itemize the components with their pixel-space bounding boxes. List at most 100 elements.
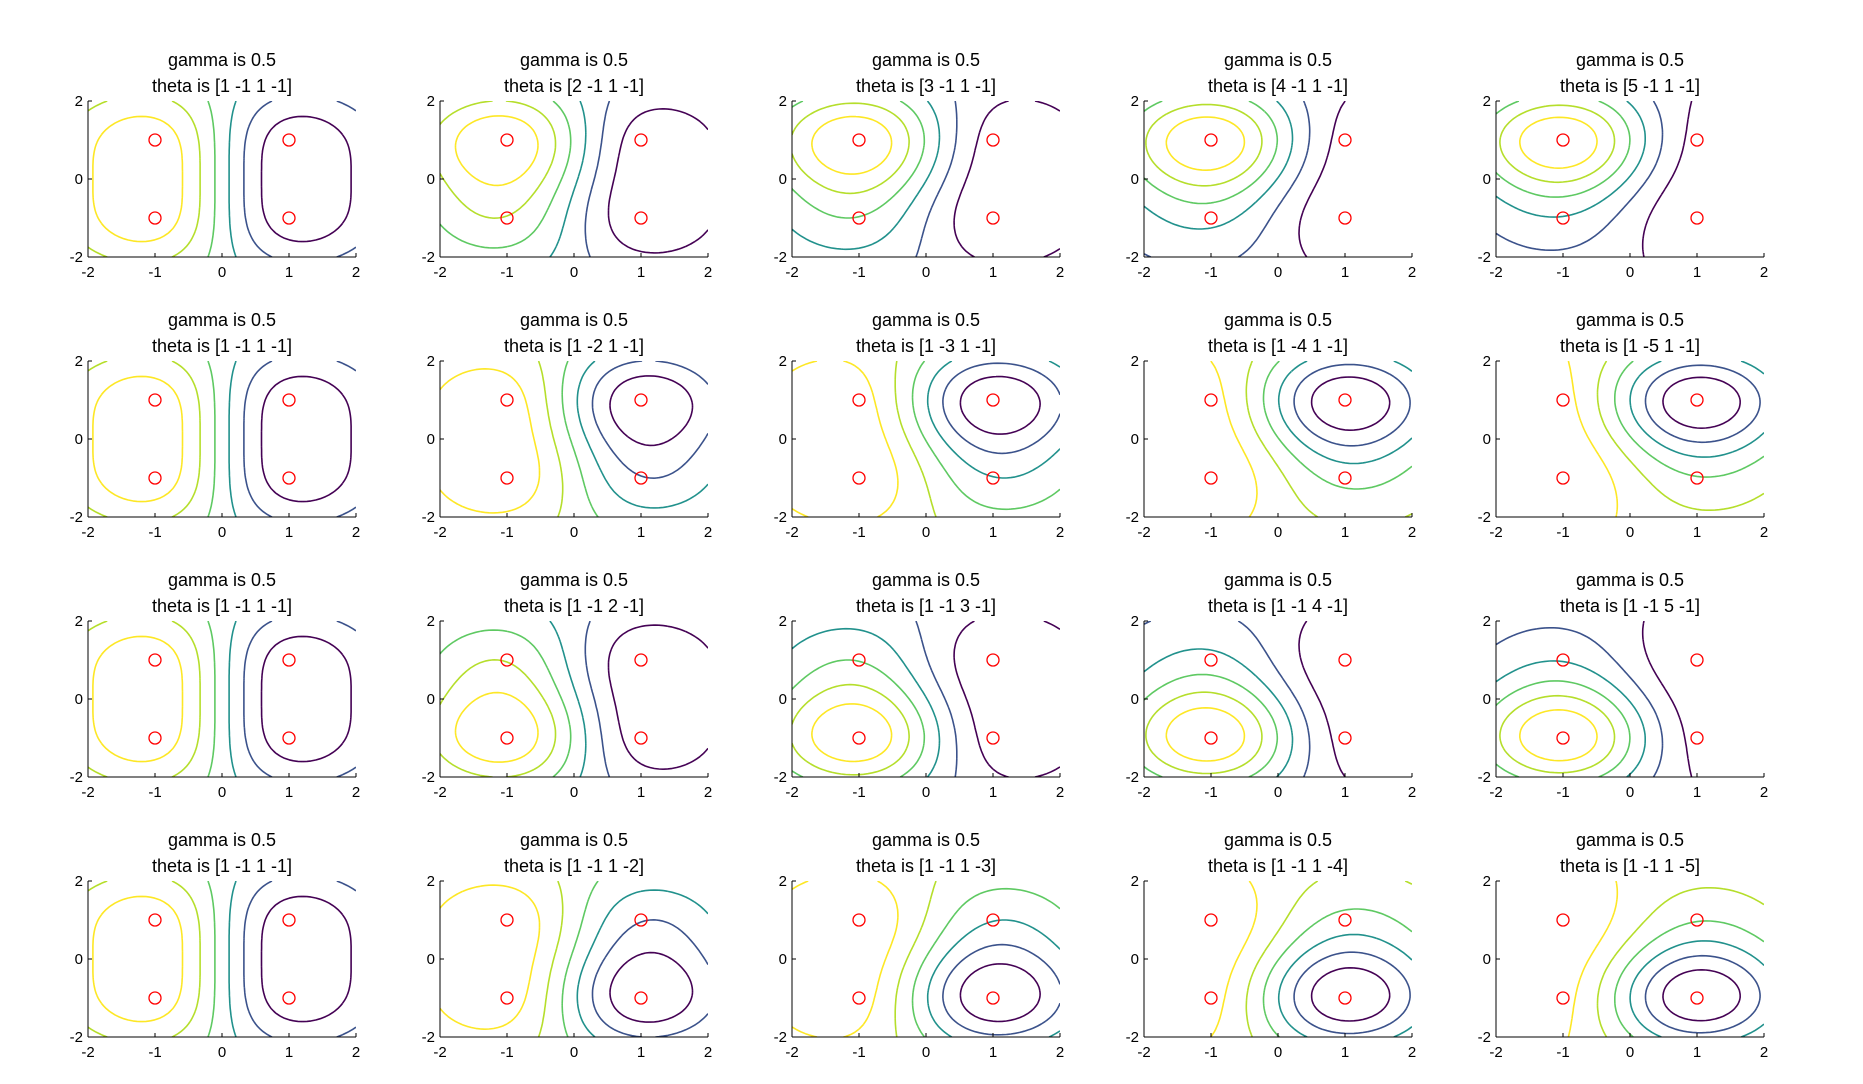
data-point	[986, 393, 1000, 407]
data-point	[852, 991, 866, 1005]
contour-level-4	[207, 881, 216, 1037]
subplot-4: gamma is 0.5 theta is [4 -1 1 -1] -2 -1 0 1 2 -…	[1126, 50, 1417, 281]
y-tick-label: -2	[774, 249, 787, 266]
data-point	[1690, 211, 1704, 225]
data-point	[1690, 393, 1704, 407]
data-point	[282, 471, 296, 485]
contour-level-3	[228, 621, 237, 777]
x-tick-label: 1	[989, 264, 997, 281]
contour-level-6	[1519, 709, 1598, 762]
y-tick-label: 0	[427, 171, 435, 188]
contour-lines	[1496, 101, 1693, 257]
y-tick-label: 0	[1483, 691, 1491, 708]
contour-level-5	[88, 101, 201, 257]
data-point	[148, 913, 162, 927]
subplot-16: gamma is 0.5 theta is [1 -1 1 -1] -2 -1 0 1 2 -…	[70, 830, 361, 1061]
data-point	[500, 393, 514, 407]
contour-level-2	[1293, 363, 1411, 447]
contour-level-4	[440, 629, 572, 777]
contour-level-6	[92, 115, 184, 243]
y-tick-label: -2	[774, 769, 787, 786]
contour-level-6	[1165, 116, 1246, 171]
subplot-title-line1: gamma is 0.5	[1224, 50, 1332, 70]
x-tick-label: 0	[922, 1044, 930, 1061]
x-tick-label: 2	[352, 264, 360, 281]
data-point	[986, 211, 1000, 225]
contour-level-4	[1262, 908, 1412, 1037]
data-point	[1338, 653, 1352, 667]
data-point	[282, 913, 296, 927]
y-tick-label: 0	[427, 691, 435, 708]
y-tick-label: 2	[779, 873, 787, 890]
contour-level-4	[911, 361, 1060, 511]
x-tick-label: 2	[1760, 264, 1768, 281]
y-tick-label: 0	[779, 431, 787, 448]
x-tick-label: 0	[922, 264, 930, 281]
contour-lines	[440, 361, 708, 517]
contour-level-2	[243, 361, 356, 517]
contour-level-2	[1144, 101, 1311, 257]
contour-level-1	[1641, 101, 1693, 257]
contour-lines	[88, 361, 356, 517]
contour-level-1	[1641, 621, 1693, 777]
contour-level-2	[243, 101, 356, 257]
data-point	[986, 653, 1000, 667]
subplot-title-line1: gamma is 0.5	[1576, 50, 1684, 70]
x-tick-label: 2	[704, 1044, 712, 1061]
x-tick-label: 1	[637, 264, 645, 281]
data-point	[148, 653, 162, 667]
x-tick-label: 0	[218, 264, 226, 281]
data-point	[148, 731, 162, 745]
contour-level-6	[1567, 361, 1619, 517]
x-tick-label: 2	[1056, 784, 1064, 801]
x-tick-label: -1	[500, 524, 513, 541]
y-tick-label: 2	[1131, 353, 1139, 370]
x-tick-label: 0	[570, 264, 578, 281]
contour-level-1	[607, 624, 708, 770]
subplot-5: gamma is 0.5 theta is [5 -1 1 -1] -2 -1 0 1 2 -…	[1478, 50, 1769, 281]
contour-level-1	[260, 895, 352, 1023]
x-tick-label: 2	[1408, 264, 1416, 281]
data-point	[1204, 211, 1218, 225]
subplot-title-line1: gamma is 0.5	[520, 310, 628, 330]
data-point	[852, 211, 866, 225]
contour-level-1	[1298, 621, 1346, 777]
contour-lines	[1567, 361, 1764, 517]
x-tick-label: -1	[1204, 1044, 1217, 1061]
subplot-title-line2: theta is [5 -1 1 -1]	[1560, 76, 1700, 96]
contour-lines	[1210, 361, 1412, 517]
data-point	[1204, 731, 1218, 745]
contour-lines	[1567, 881, 1764, 1037]
subplot-title-line2: theta is [2 -1 1 -1]	[504, 76, 644, 96]
x-tick-label: -1	[1556, 264, 1569, 281]
y-tick-label: 2	[427, 353, 435, 370]
contour-level-6	[92, 375, 184, 503]
subplot-title-line1: gamma is 0.5	[168, 570, 276, 590]
x-tick-label: -1	[852, 524, 865, 541]
contour-level-2	[1144, 621, 1311, 777]
contour-level-2	[915, 101, 958, 257]
y-tick-label: -2	[70, 509, 83, 526]
contour-level-2	[1293, 951, 1411, 1035]
data-point	[1690, 731, 1704, 745]
x-tick-label: -1	[1204, 264, 1217, 281]
y-tick-label: 2	[1483, 353, 1491, 370]
x-tick-label: -2	[1489, 1044, 1502, 1061]
subplot-title-line1: gamma is 0.5	[872, 830, 980, 850]
contour-lines	[88, 621, 356, 777]
contour-level-4	[440, 101, 572, 249]
subplot-9: gamma is 0.5 theta is [1 -4 1 -1] -2 -1 0 1 2 -…	[1126, 310, 1417, 541]
x-tick-label: 2	[352, 1044, 360, 1061]
y-tick-label: -2	[70, 769, 83, 786]
data-point	[148, 471, 162, 485]
x-tick-label: -1	[1556, 524, 1569, 541]
x-tick-label: -1	[500, 264, 513, 281]
subplot-title-line2: theta is [1 -1 1 -5]	[1560, 856, 1700, 876]
y-tick-label: 2	[1131, 93, 1139, 110]
y-tick-label: 2	[427, 613, 435, 630]
contour-level-5	[1596, 887, 1764, 1037]
data-point	[634, 913, 648, 927]
contour-level-6	[1519, 116, 1598, 169]
contour-level-5	[537, 881, 564, 1037]
contour-level-6	[92, 635, 184, 763]
